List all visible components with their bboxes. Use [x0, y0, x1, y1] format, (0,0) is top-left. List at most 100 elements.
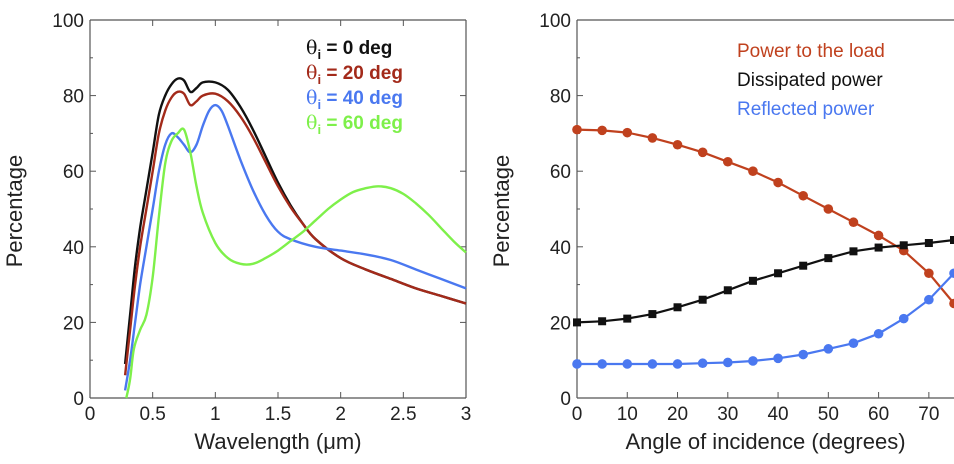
legend-entry-1: θi = 0 deg [306, 37, 392, 62]
data-point [799, 261, 808, 270]
legend-subscript: i [317, 97, 321, 112]
legend-entry-3: θi = 40 deg [306, 87, 403, 112]
legend-text: = 60 deg [321, 113, 403, 134]
data-point [924, 239, 933, 248]
data-point [697, 358, 708, 369]
x-tick-label: 20 [667, 404, 688, 425]
x-tick-label: 40 [767, 404, 788, 425]
x-tick-label: 0 [572, 404, 583, 425]
data-point [849, 247, 858, 256]
legend-entry-3: Reflected power [737, 99, 875, 120]
series-line-3 [123, 103, 467, 391]
legend-text: = 0 deg [321, 38, 392, 59]
y-tick-label: 40 [550, 238, 571, 259]
chart-panel-2: 0 20 40 60 80 100 0 10 20 30 40 50 60 70 Angle of inci… [489, 11, 954, 454]
data-point [623, 314, 632, 323]
data-point [697, 147, 708, 158]
legend-text: = 20 deg [321, 63, 403, 84]
data-point [597, 359, 607, 369]
x-tick-label: 60 [868, 404, 889, 425]
data-point [949, 298, 954, 309]
data-point [924, 294, 934, 305]
data-point [622, 127, 633, 138]
data-point [774, 269, 783, 278]
data-point [572, 124, 582, 135]
data-point [723, 286, 732, 295]
series-line-2 [123, 90, 467, 376]
data-point [672, 139, 683, 150]
data-point [597, 125, 607, 136]
legend-entry-4: θi = 60 deg [306, 112, 403, 137]
data-point [748, 356, 758, 366]
data-point [823, 344, 834, 354]
legend-text: = 40 deg [321, 88, 403, 109]
data-point [647, 359, 658, 369]
x-axis-label: Wavelength (μm) [194, 429, 361, 454]
y-tick-label: 20 [63, 313, 84, 334]
data-point [848, 217, 859, 228]
series-line-2 [576, 238, 954, 324]
data-point [899, 241, 908, 250]
legend-subscript: i [317, 122, 321, 137]
data-point [698, 295, 707, 304]
x-tick-label: 1.5 [265, 404, 291, 425]
data-point [748, 276, 757, 285]
data-point [598, 317, 607, 326]
legend-entry-2: Dissipated power [737, 70, 883, 91]
legend-symbol: θ [306, 37, 317, 59]
legend-symbol: θ [306, 87, 317, 109]
y-tick-label: 40 [63, 238, 84, 259]
data-point [874, 243, 883, 252]
chart-panel-1: 0 20 40 60 80 100 0 0.5 1 1.5 2 2.5 3 Wavelength (μm)… [2, 11, 471, 454]
data-point [573, 318, 581, 327]
x-tick-label: 1 [210, 404, 221, 425]
x-tick-label: 50 [818, 404, 839, 425]
data-point [773, 353, 783, 364]
data-point [773, 177, 783, 188]
data-point [647, 133, 658, 143]
data-point [673, 303, 682, 312]
series-line-4 [125, 127, 467, 399]
legend-subscript: i [317, 72, 321, 87]
y-tick-label: 100 [539, 11, 571, 32]
data-point [824, 254, 833, 263]
legend-symbol: θ [306, 112, 317, 134]
x-tick-label: 2 [335, 404, 346, 425]
data-point [924, 268, 934, 279]
data-point [873, 230, 884, 241]
data-point [648, 310, 657, 319]
y-axis-label: Percentage [2, 155, 27, 268]
data-point [723, 156, 733, 167]
x-tick-label: 0.5 [139, 404, 165, 425]
series-group [123, 77, 467, 399]
series-line-3 [577, 272, 954, 366]
data-point [622, 359, 633, 369]
x-tick-label: 30 [717, 404, 738, 425]
series-line-1 [123, 77, 467, 365]
legend-entry-2: θi = 20 deg [306, 62, 403, 87]
y-tick-label: 80 [63, 87, 84, 108]
series-group [572, 124, 954, 369]
x-tick-label: 10 [617, 404, 638, 425]
y-tick-label: 0 [73, 389, 84, 410]
y-tick-label: 60 [550, 162, 571, 183]
legend-entry-1: Power to the load [737, 41, 885, 62]
data-point [898, 313, 909, 324]
series-line-1 [576, 128, 954, 305]
x-tick-label: 0 [85, 404, 96, 425]
data-point [672, 359, 683, 369]
y-tick-label: 20 [550, 313, 571, 334]
data-point [873, 328, 884, 339]
x-tick-label: 3 [461, 404, 472, 425]
x-axis-label: Angle of incidence (degrees) [625, 429, 905, 454]
y-tick-label: 60 [63, 162, 84, 183]
data-point [798, 190, 808, 201]
legend-symbol: θ [306, 62, 317, 84]
data-point [848, 338, 859, 348]
data-point [723, 357, 733, 368]
data-point [949, 268, 954, 279]
y-axis-label: Percentage [489, 155, 514, 268]
x-tick-label: 70 [918, 404, 939, 425]
legend-subscript: i [317, 47, 321, 62]
